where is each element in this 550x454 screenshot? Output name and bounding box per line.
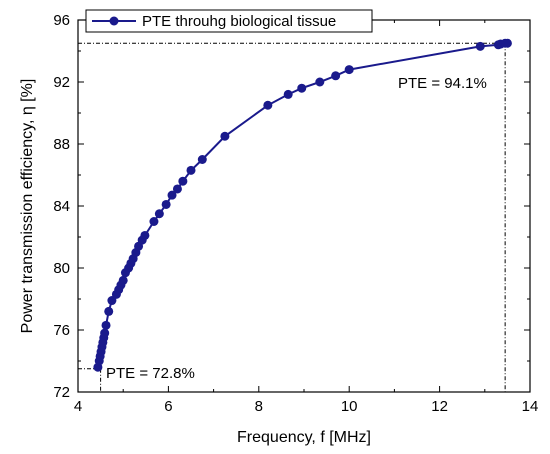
data-point [178,176,188,186]
x-tick-label: 10 [341,398,358,415]
data-point [107,296,117,306]
x-tick-label: 14 [522,398,539,415]
legend-label: PTE throuhg biological tissue [142,13,336,30]
data-point [100,328,110,338]
data-point [140,230,150,240]
data-point [172,184,182,194]
y-tick-label: 96 [53,12,70,29]
x-tick-label: 8 [255,398,263,415]
x-axis-label: Frequency, f [MHz] [237,429,371,446]
data-point [283,89,293,99]
y-tick-label: 72 [53,384,70,401]
data-point [344,65,354,75]
annotation-min-pte: PTE = 72.8% [106,365,195,382]
data-point [118,275,128,285]
legend-marker-swatch [109,16,119,26]
y-tick-label: 80 [53,260,70,277]
legend-box [85,9,373,33]
data-point [154,209,164,219]
data-point [331,71,341,81]
y-tick-label: 84 [53,198,70,215]
axes-layer: 4 6 8 10 12 14 72 76 80 84 88 92 96 [53,12,538,415]
data-point [149,217,159,226]
data-point [104,306,114,316]
y-tick-label: 76 [53,322,70,339]
x-tick-label: 6 [164,398,172,415]
annotation-max-pte: PTE = 94.1% [398,75,487,92]
data-point [502,38,512,48]
data-point [186,165,196,175]
y-tick-label: 88 [53,136,70,153]
legend: PTE throuhg biological tissue [85,9,373,33]
data-point [315,77,325,87]
series-layer [93,38,512,372]
data-point [101,320,111,330]
y-axis-label: Power transmission efficiency, η [%] [19,79,36,334]
data-point [197,155,207,164]
x-tick-label: 12 [431,398,448,415]
data-point [167,190,177,200]
data-point [161,199,171,209]
data-point [220,131,230,141]
y-tick-label: 92 [53,74,70,91]
data-point [297,83,307,93]
data-point [263,100,273,110]
data-point [475,41,485,51]
x-tick-label: 4 [74,398,82,415]
